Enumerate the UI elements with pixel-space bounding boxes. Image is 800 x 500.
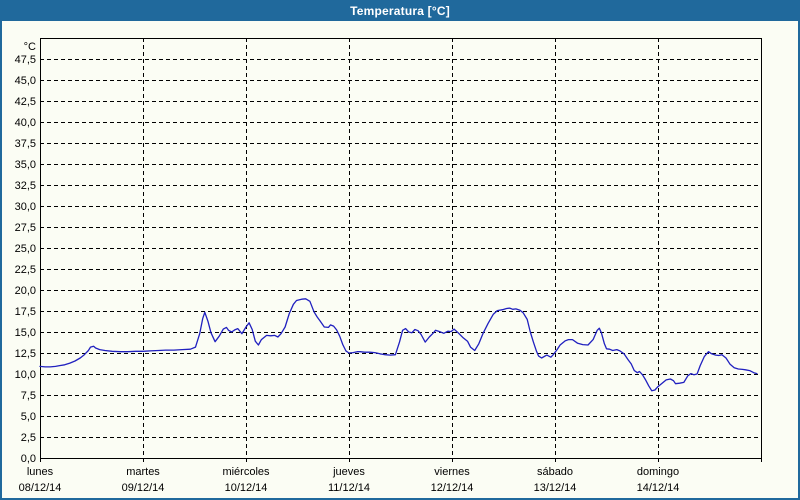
x-day-label: viernes [434, 466, 470, 478]
y-tick-label: 17,5 [15, 306, 36, 318]
window-titlebar: Temperatura [°C] [2, 2, 798, 21]
temperature-line [39, 298, 758, 392]
x-date-label: 08/12/14 [19, 482, 62, 494]
y-tick-label: 32,5 [15, 180, 36, 192]
x-date-label: 13/12/14 [534, 482, 577, 494]
y-tick-label: 2,5 [21, 432, 36, 444]
x-date-label: 10/12/14 [225, 482, 268, 494]
temperature-chart: 0,0 2,5 5,0 7,5 10,0 12,5 15,0 17,5 20,0 22,5 25,0… [15, 38, 762, 494]
y-tick-label: 40,0 [15, 117, 36, 129]
x-day-label: jueves [332, 466, 365, 478]
x-day-label: miércoles [222, 466, 270, 478]
x-date-label: 14/12/14 [637, 482, 680, 494]
x-date-label: 09/12/14 [122, 482, 165, 494]
window-title: Temperatura [°C] [350, 4, 450, 18]
y-tick-label: 5,0 [21, 411, 36, 423]
y-tick-label: 0,0 [21, 453, 36, 465]
y-tick-label: 15,0 [15, 327, 36, 339]
plot-border [40, 38, 762, 459]
x-date-label: 11/12/14 [328, 482, 370, 494]
y-axis-unit-label: °C [24, 41, 36, 53]
y-tick-label: 10,0 [15, 369, 36, 381]
y-tick-label: 47,5 [15, 54, 36, 66]
x-date-label: 12/12/14 [431, 482, 474, 494]
y-tick-label: 45,0 [15, 75, 36, 87]
x-day-label: sábado [537, 466, 573, 478]
y-tick-label: 42,5 [15, 96, 36, 108]
y-tick-label: 12,5 [15, 348, 36, 360]
y-tick-label: 22,5 [15, 264, 36, 276]
y-tick-label: 27,5 [15, 222, 36, 234]
x-day-label: martes [126, 466, 160, 478]
x-day-label: lunes [27, 466, 54, 478]
y-tick-label: 7,5 [21, 390, 36, 402]
y-tick-label: 25,0 [15, 243, 36, 255]
x-day-label: domingo [637, 466, 679, 478]
y-tick-label: 35,0 [15, 159, 36, 171]
y-tick-label: 20,0 [15, 285, 36, 297]
y-tick-label: 30,0 [15, 201, 36, 213]
y-tick-label: 37,5 [15, 138, 36, 150]
